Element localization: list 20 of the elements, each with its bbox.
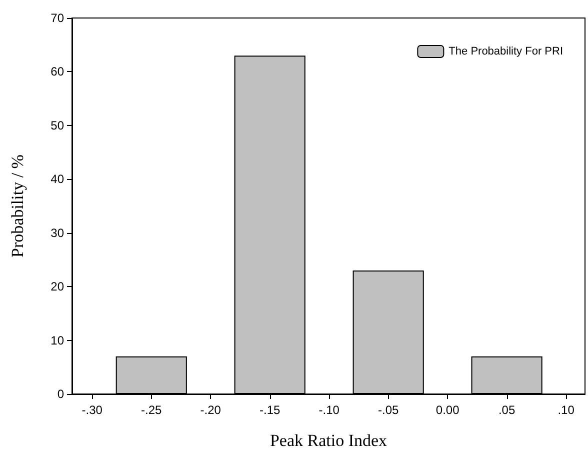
x-tick-label: -.10 xyxy=(318,403,340,417)
x-tick-label: -.25 xyxy=(141,403,162,417)
x-tick-label: -.20 xyxy=(200,403,222,417)
legend-label: The Probability For PRI xyxy=(448,46,564,58)
y-axis-title: Probability / % xyxy=(8,154,27,258)
y-tick-label: 20 xyxy=(50,280,64,294)
y-tick-label: 60 xyxy=(50,64,64,79)
x-tick-label: .10 xyxy=(558,403,575,417)
x-tick-label: .05 xyxy=(498,403,516,417)
y-tick-label: 40 xyxy=(50,172,64,186)
y-tick-label: 0 xyxy=(57,387,64,401)
y-tick-label: 50 xyxy=(50,118,64,132)
x-tick-label: -.30 xyxy=(82,403,103,417)
x-tick-label: -.05 xyxy=(378,403,399,417)
y-tick-label: 30 xyxy=(50,226,64,240)
y-tick-label: 10 xyxy=(50,333,64,348)
x-tick-label: -.15 xyxy=(260,403,281,417)
x-tick-label: 0.00 xyxy=(436,403,460,417)
x-axis-title: Peak Ratio Index xyxy=(270,431,388,450)
y-tick-label: 70 xyxy=(50,11,64,25)
